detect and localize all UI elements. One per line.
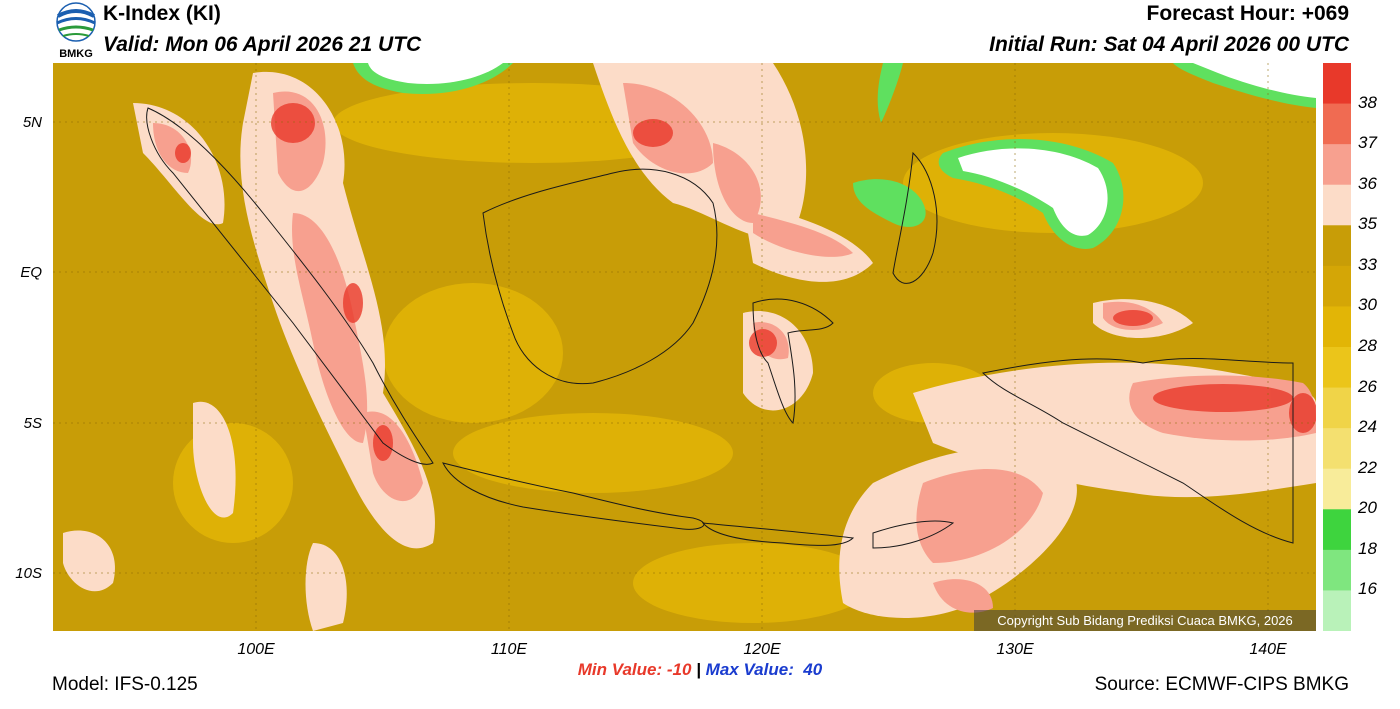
initial-run: Initial Run: Sat 04 April 2026 00 UTC — [989, 33, 1349, 56]
colorbar-segment — [1323, 509, 1351, 551]
colorbar-label: 38 — [1358, 92, 1377, 112]
lat-label-5s: 5S — [23, 415, 42, 432]
map-title: K-Index (KI) — [103, 2, 221, 25]
colorbar-label: 30 — [1358, 295, 1377, 315]
colorbar-label: 28 — [1358, 336, 1377, 355]
colorbar-label: 16 — [1358, 579, 1377, 599]
lat-label-eq: EQ — [20, 264, 42, 281]
separator: | — [696, 660, 701, 679]
colorbar-segment — [1323, 103, 1351, 145]
colorbar-segment — [1323, 306, 1351, 348]
lat-label-10s: 10S — [15, 565, 42, 582]
colorbar-segment — [1323, 549, 1351, 591]
copyright-notice: Copyright Sub Bidang Prediksi Cuaca BMKG… — [974, 610, 1316, 631]
colorbar-segment — [1323, 428, 1351, 470]
low-index-areas — [353, 63, 1316, 249]
colorbar-segment — [1323, 468, 1351, 510]
colorbar-segment — [1323, 184, 1351, 226]
colorbar-label: 18 — [1358, 538, 1377, 558]
colorbar-label: 22 — [1358, 457, 1377, 477]
lon-label-100e: 100E — [237, 641, 275, 658]
colorbar-label: 35 — [1358, 214, 1377, 234]
min-value: Min Value: -10 — [577, 660, 692, 679]
lon-label-140e: 140E — [1249, 641, 1287, 658]
colorbar-label: 37 — [1358, 133, 1377, 153]
colorbar-label: 20 — [1358, 498, 1377, 518]
source-label: Source: ECMWF-CIPS BMKG — [1094, 674, 1349, 695]
colorbar-segment — [1323, 63, 1351, 105]
lat-label-5n: 5N — [22, 114, 42, 131]
lon-label-120e: 120E — [743, 641, 781, 658]
colorbar-label: 26 — [1358, 376, 1377, 396]
bmkg-logo: BMKG — [56, 2, 96, 60]
max-value: Max Value: 40 — [705, 660, 823, 679]
colorbar-segment — [1323, 347, 1351, 389]
model-label: Model: IFS-0.125 — [52, 674, 198, 695]
colorbar-label: 36 — [1358, 173, 1377, 193]
colorbar-label: 33 — [1358, 254, 1377, 274]
colorbar-segment — [1323, 225, 1351, 267]
k-index-map — [53, 63, 1316, 631]
lon-label-130e: 130E — [996, 641, 1034, 658]
colorbar-label: 24 — [1358, 417, 1377, 437]
coastlines — [146, 107, 1294, 549]
lon-label-110e: 110E — [490, 641, 528, 658]
min-max-values: Min Value: -10 | Max Value: 40 — [0, 660, 1400, 680]
forecast-hour: Forecast Hour: +069 — [1146, 2, 1350, 25]
colorbar-segment — [1323, 590, 1351, 631]
colorbar — [1323, 63, 1351, 631]
colorbar-segment — [1323, 265, 1351, 307]
svg-text:BMKG: BMKG — [59, 48, 93, 60]
valid-time: Valid: Mon 06 April 2026 21 UTC — [103, 33, 422, 56]
colorbar-segment — [1323, 387, 1351, 429]
colorbar-segment — [1323, 144, 1351, 186]
gridlines — [53, 63, 1316, 631]
